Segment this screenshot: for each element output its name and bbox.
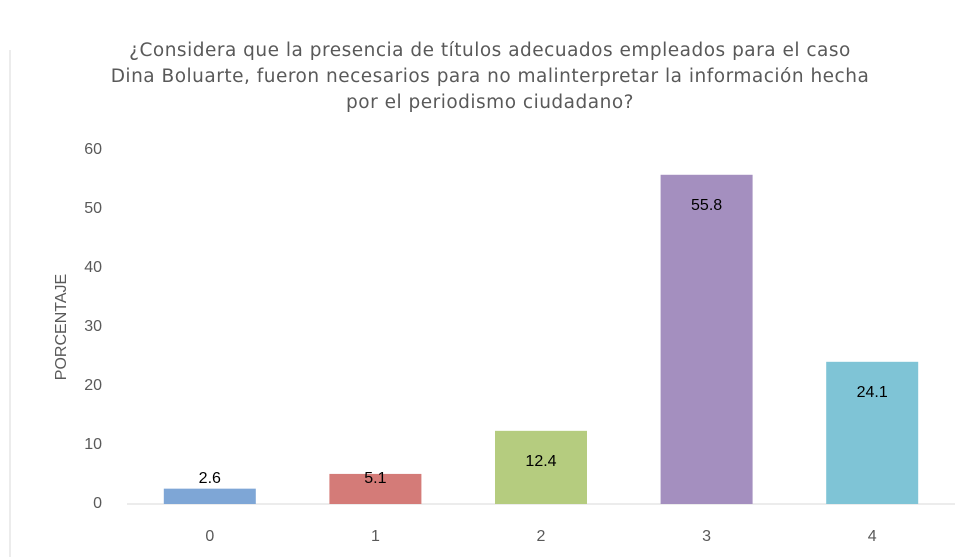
- chart-title: ¿Considera que la presencia de títulos a…: [110, 40, 870, 113]
- y-tick-label: 20: [84, 377, 102, 394]
- x-tick-label: 2: [537, 528, 546, 545]
- x-tick-label: 0: [205, 528, 214, 545]
- y-tick-label: 30: [84, 318, 102, 335]
- bar: [163, 488, 256, 504]
- y-tick-label: 40: [84, 259, 102, 276]
- y-tick-label: 50: [84, 200, 102, 217]
- x-tick-label: 3: [702, 528, 711, 545]
- bar: [826, 361, 919, 504]
- bar: [660, 174, 753, 504]
- bar: [329, 473, 422, 504]
- x-tick-label: 1: [371, 528, 380, 545]
- data-label: 12.4: [525, 453, 556, 470]
- y-tick-label: 0: [93, 495, 102, 512]
- data-label: 24.1: [857, 384, 888, 401]
- data-label: 2.6: [199, 470, 221, 487]
- data-label: 55.8: [691, 197, 722, 214]
- bar: [495, 430, 587, 504]
- x-tick-label: 4: [868, 528, 877, 545]
- y-axis-label: PORCENTAJE: [53, 274, 70, 380]
- y-tick-label: 60: [84, 141, 102, 158]
- data-label: 5.1: [364, 470, 386, 487]
- y-tick-label: 10: [84, 436, 102, 453]
